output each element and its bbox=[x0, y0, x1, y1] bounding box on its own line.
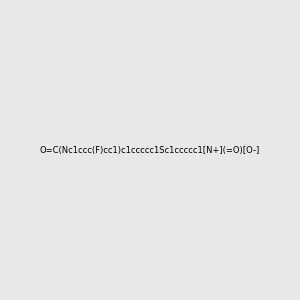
Text: O=C(Nc1ccc(F)cc1)c1ccccc1Sc1ccccc1[N+](=O)[O-]: O=C(Nc1ccc(F)cc1)c1ccccc1Sc1ccccc1[N+](=… bbox=[40, 146, 260, 154]
